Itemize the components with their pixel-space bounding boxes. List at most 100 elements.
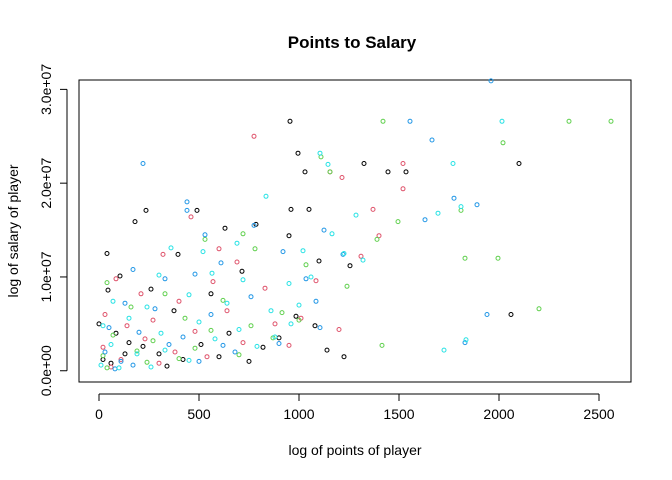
data-point (246, 358, 252, 364)
data-point (110, 298, 116, 304)
data-point (236, 352, 242, 358)
data-point (234, 240, 240, 246)
data-point (313, 298, 319, 304)
data-point (239, 268, 245, 274)
data-point (451, 195, 457, 201)
data-point (403, 169, 409, 175)
data-point (248, 323, 254, 329)
data-point (162, 291, 168, 297)
data-point (117, 273, 123, 279)
data-point (488, 78, 494, 84)
data-point (295, 150, 301, 156)
data-point (134, 351, 140, 357)
data-point (100, 353, 106, 359)
data-point (144, 304, 150, 310)
x-tick-label: 1000 (283, 406, 314, 422)
data-point (321, 227, 327, 233)
data-point (400, 186, 406, 192)
data-point (422, 217, 428, 223)
chart-title: Points to Salary (288, 33, 417, 52)
data-point (226, 330, 232, 336)
data-point (435, 210, 441, 216)
data-point (224, 300, 230, 306)
data-point (222, 225, 228, 231)
data-point (113, 276, 119, 282)
data-point (156, 360, 162, 366)
data-point (104, 280, 110, 286)
data-point (140, 161, 146, 166)
data-point (122, 351, 128, 357)
data-point (136, 329, 142, 335)
data-point (276, 335, 282, 341)
data-point (138, 291, 144, 297)
data-point (208, 312, 214, 317)
data-point (385, 169, 391, 175)
data-point (236, 327, 242, 332)
data-point (317, 150, 323, 156)
data-point (162, 347, 168, 353)
data-point (134, 348, 140, 354)
data-point (263, 193, 269, 199)
data-point (118, 358, 124, 364)
data-point (400, 161, 406, 166)
data-point (162, 276, 168, 282)
data-point (126, 315, 132, 321)
data-point (210, 279, 216, 285)
data-point (184, 207, 190, 213)
data-point (340, 251, 346, 257)
data-point (186, 292, 192, 298)
x-tick-label: 2000 (483, 406, 514, 422)
data-point (102, 312, 108, 317)
data-point (110, 332, 116, 338)
data-point (216, 246, 222, 252)
data-point (286, 233, 292, 239)
data-point (204, 354, 210, 360)
data-point (293, 313, 299, 319)
x-axis: 0 500 1000 1500 2000 2500 (95, 393, 615, 422)
data-point (196, 319, 202, 325)
data-point (184, 199, 190, 205)
data-point (126, 340, 132, 346)
x-tick-label: 0 (95, 406, 103, 422)
data-point (303, 262, 309, 268)
data-point (429, 137, 435, 143)
data-point (130, 362, 136, 368)
data-point (130, 267, 136, 272)
data-point (100, 323, 106, 329)
data-point (347, 263, 353, 269)
data-point (302, 169, 308, 175)
data-point (288, 321, 294, 327)
data-point (286, 342, 292, 348)
data-point (124, 323, 130, 329)
data-point (268, 308, 274, 314)
data-point (252, 246, 258, 252)
data-point (327, 169, 333, 175)
data-point (106, 325, 112, 331)
data-point (104, 365, 110, 371)
data-point (175, 251, 181, 257)
data-point (234, 259, 240, 265)
data-point (272, 321, 278, 327)
data-point (150, 338, 156, 344)
data-point (499, 118, 505, 124)
data-point (336, 327, 342, 332)
x-tick-label: 1500 (383, 406, 414, 422)
data-point (220, 297, 226, 303)
data-point (180, 334, 186, 340)
data-point (160, 251, 166, 257)
data-point (280, 249, 286, 255)
data-point (150, 317, 156, 323)
data-point (100, 344, 106, 350)
data-point (188, 214, 194, 220)
data-point (313, 278, 319, 284)
data-point (379, 342, 385, 348)
data-point (176, 298, 182, 304)
data-point (118, 357, 124, 362)
data-point (353, 212, 359, 218)
data-point (240, 277, 246, 283)
data-point (200, 249, 206, 255)
data-point (192, 271, 198, 277)
data-point (108, 342, 114, 347)
data-point (287, 118, 293, 124)
